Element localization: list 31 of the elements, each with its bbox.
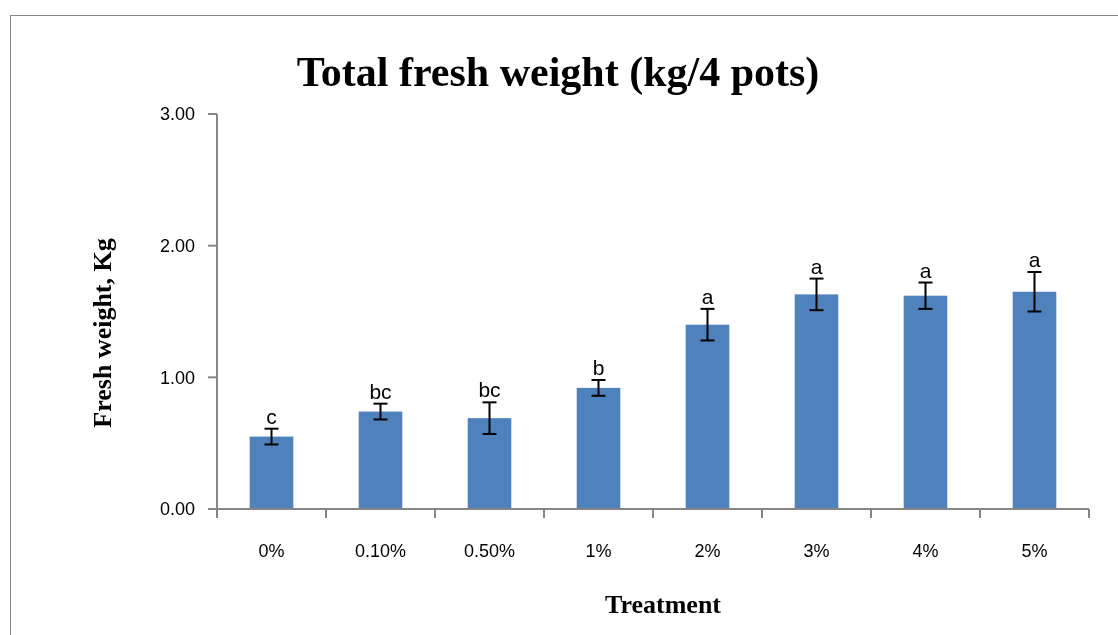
bar [467, 418, 512, 509]
x-axis-title: Treatment [605, 590, 722, 619]
x-tick-label: 4% [912, 541, 939, 561]
x-tick-label: 0.10% [354, 541, 407, 561]
annotation: c [266, 404, 277, 428]
bar [794, 294, 839, 509]
bar [358, 411, 403, 509]
y-tick-label: 2.00 [159, 235, 195, 256]
annotation: a [810, 254, 823, 278]
bar [903, 295, 948, 509]
bar [576, 387, 621, 509]
chart-title: Total fresh weight (kg/4 pots) [296, 49, 820, 96]
y-tick-label: 1.00 [159, 367, 195, 388]
annotation: a [1028, 248, 1041, 271]
x-tick-label: 0% [258, 541, 285, 561]
annotation: a [701, 284, 714, 308]
annotation: bc [478, 378, 501, 402]
x-tick-label: 2% [694, 541, 721, 561]
x-tick-label: 5% [1021, 541, 1048, 561]
y-tick-label: 0.00 [159, 499, 195, 520]
y-axis-title: Fresh weight, Kg [88, 238, 117, 428]
x-tick-label: 1% [585, 541, 612, 561]
annotation: bc [369, 379, 392, 403]
annotation: a [919, 258, 932, 282]
bar [249, 436, 294, 509]
bar [1012, 291, 1057, 509]
annotation: b [592, 355, 605, 379]
bar [685, 324, 730, 509]
x-tick-label: 0.50% [463, 541, 516, 561]
y-tick-label: 3.00 [159, 104, 195, 125]
x-tick-label: 3% [803, 541, 830, 561]
